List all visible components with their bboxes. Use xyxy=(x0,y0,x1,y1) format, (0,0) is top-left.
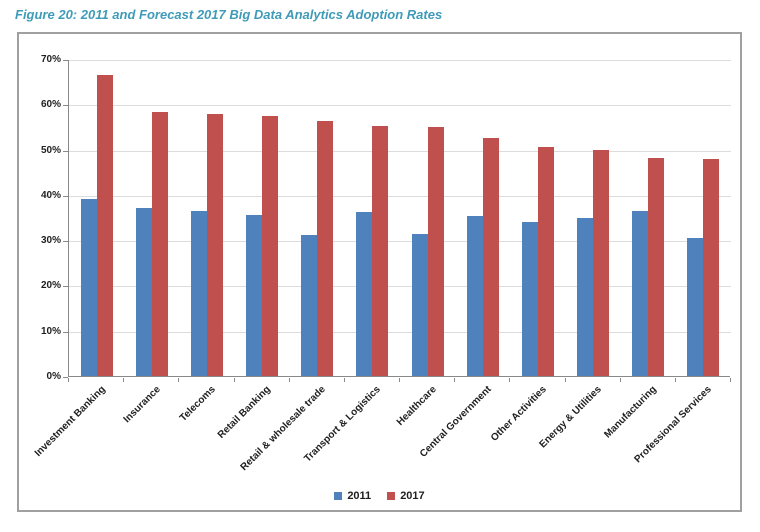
x-axis-tick xyxy=(454,378,455,382)
y-axis-label-60%: 60% xyxy=(40,99,61,110)
bar-2017-energy-utilities xyxy=(593,150,609,376)
y-axis-tick xyxy=(63,196,68,197)
x-axis-tick xyxy=(68,378,69,382)
y-axis-tick xyxy=(63,105,68,106)
y-axis-tick xyxy=(63,60,68,61)
x-axis-tick xyxy=(399,378,400,382)
bar-2017-investment-banking xyxy=(97,75,113,376)
x-axis-tick xyxy=(123,378,124,382)
bar-2011-investment-banking xyxy=(81,199,97,376)
gridline-20% xyxy=(69,286,731,287)
bar-2011-professional-services xyxy=(687,238,703,376)
figure-title: Figure 20: 2011 and Forecast 2017 Big Da… xyxy=(15,7,443,22)
bar-2017-retail-wholesale-trade xyxy=(317,121,333,376)
y-axis-tick xyxy=(63,151,68,152)
y-axis-tick xyxy=(63,286,68,287)
bar-2017-retail-banking xyxy=(262,116,278,376)
legend-item-2011: 2011 xyxy=(334,490,371,502)
bar-2017-telecoms xyxy=(207,114,223,376)
bar-2017-manufacturing xyxy=(648,158,664,376)
x-axis-tick xyxy=(565,378,566,382)
x-axis-tick xyxy=(234,378,235,382)
y-axis-tick xyxy=(63,332,68,333)
legend-label-2011: 2011 xyxy=(347,490,372,502)
chart-legend: 2011 2017 xyxy=(19,490,740,502)
bar-2011-manufacturing xyxy=(632,211,648,376)
x-axis-tick xyxy=(344,378,345,382)
gridline-50% xyxy=(69,151,731,152)
y-axis-tick xyxy=(63,241,68,242)
bar-2017-professional-services xyxy=(703,159,719,376)
gridline-40% xyxy=(69,196,731,197)
y-axis-label-30%: 30% xyxy=(40,235,61,246)
y-axis-label-40%: 40% xyxy=(40,190,61,201)
plot-area xyxy=(68,60,731,377)
bar-2017-central-government xyxy=(483,138,499,376)
legend-item-2017: 2017 xyxy=(387,490,425,502)
x-axis-tick xyxy=(178,378,179,382)
x-axis-tick xyxy=(509,378,510,382)
x-axis-tick xyxy=(675,378,676,382)
legend-swatch-2017-icon xyxy=(387,492,396,500)
bar-2017-healthcare xyxy=(428,127,444,376)
bar-2011-retail-banking xyxy=(246,215,262,376)
y-axis-label-10%: 10% xyxy=(40,326,61,337)
bar-2017-insurance xyxy=(152,112,168,376)
bar-2011-telecoms xyxy=(191,211,207,376)
bar-2011-retail-wholesale-trade xyxy=(301,235,317,376)
x-axis-tick xyxy=(620,378,621,382)
y-axis-tick xyxy=(63,377,68,378)
y-axis-label-50%: 50% xyxy=(40,145,61,156)
bar-2011-insurance xyxy=(136,208,152,376)
gridline-10% xyxy=(69,332,731,333)
chart-container: 0% 10% 20% 30% 40% 50% 60% 70% Investment Bankin… xyxy=(17,32,742,512)
gridline-30% xyxy=(69,241,731,242)
bar-2011-central-government xyxy=(467,216,483,376)
legend-label-2017: 2017 xyxy=(400,490,425,502)
gridline-60% xyxy=(69,105,731,106)
bar-2011-other-activities xyxy=(522,222,538,376)
bar-2011-energy-utilities xyxy=(577,218,593,376)
bar-2017-other-activities xyxy=(538,147,554,376)
legend-swatch-2011-icon xyxy=(334,492,343,500)
x-axis-tick xyxy=(730,378,731,382)
gridline-70% xyxy=(69,60,731,61)
x-axis-tick xyxy=(289,378,290,382)
y-axis-label-20%: 20% xyxy=(40,280,61,291)
y-axis-label-0%: 0% xyxy=(46,371,61,382)
bar-2011-healthcare xyxy=(412,234,428,376)
y-axis-label-70%: 70% xyxy=(40,54,61,65)
bar-2017-transport-logistics xyxy=(372,126,388,376)
bar-2011-transport-logistics xyxy=(356,212,372,376)
